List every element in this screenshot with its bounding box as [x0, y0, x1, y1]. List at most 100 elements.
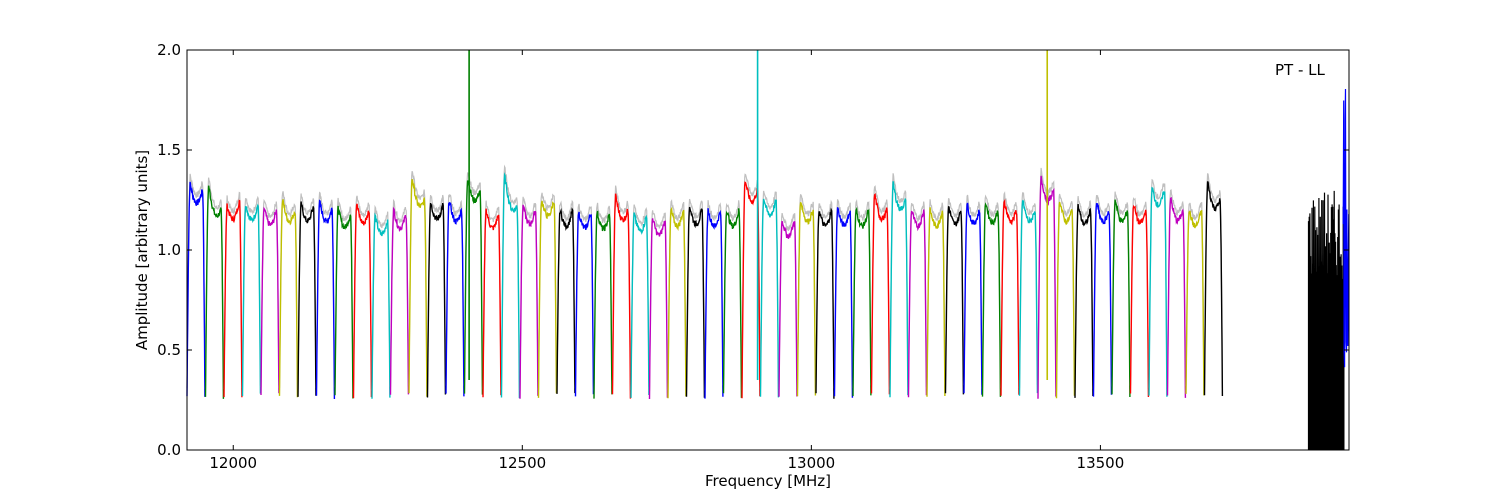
series-shadow-25 — [648, 210, 668, 392]
series-shadow-31 — [759, 190, 779, 390]
series-shadow-19 — [537, 192, 557, 390]
series-band-55 — [1203, 181, 1224, 397]
series-band-12 — [408, 178, 428, 397]
series-band-29 — [722, 208, 743, 398]
series-shadow-38 — [889, 173, 909, 390]
series-band-36 — [852, 206, 872, 397]
series-shadow-0 — [186, 173, 206, 389]
series-shadow-54 — [1185, 202, 1205, 388]
series-shadow-44 — [1000, 191, 1020, 388]
series-shadow-4 — [260, 198, 280, 388]
series-band-11 — [389, 206, 410, 395]
series-band-47 — [1055, 201, 1076, 399]
x-tick-label-0: 12000 — [209, 454, 257, 472]
series-band-24 — [630, 212, 650, 398]
y-axis-label: Amplitude [arbitrary units] — [133, 150, 151, 350]
series-shadow-40 — [926, 199, 946, 389]
series-shadow-32 — [778, 212, 798, 389]
series-shadow-37 — [870, 185, 890, 387]
series-band-51 — [1129, 204, 1150, 398]
series-band-8 — [334, 205, 354, 399]
series-shadow-2 — [223, 191, 243, 390]
series-band-43 — [981, 202, 1002, 397]
series-band-33 — [796, 202, 817, 397]
series-band-31 — [759, 198, 780, 398]
series-shadow-14 — [445, 194, 465, 389]
series-band-9 — [352, 203, 373, 399]
y-tick-label-3: 1.5 — [157, 141, 181, 159]
series-shadow-53 — [1166, 189, 1186, 390]
series-band-52 — [1148, 186, 1168, 397]
y-tick-label-1: 0.5 — [157, 341, 181, 359]
series-band-22 — [593, 210, 613, 399]
series-band-5 — [278, 199, 299, 398]
x-tick-label-2: 13000 — [787, 454, 835, 472]
series-shadow-12 — [408, 171, 428, 389]
series-band-21 — [574, 211, 595, 397]
series-shadow-48 — [1074, 196, 1094, 390]
series-band-4 — [260, 206, 280, 396]
series-band-16 — [482, 208, 502, 398]
series-band-15 — [463, 180, 484, 395]
series-shadow-1 — [204, 177, 224, 391]
series-band-44 — [1000, 198, 1020, 396]
series-shadow-39 — [907, 201, 927, 390]
series-band-50 — [1111, 199, 1131, 398]
series-band-40 — [926, 207, 946, 397]
series-shadow-21 — [574, 203, 594, 389]
series-band-34 — [815, 207, 835, 399]
series-shadow-22 — [593, 202, 613, 391]
series-shadow-27 — [685, 198, 705, 390]
y-tick-label-4: 2.0 — [157, 41, 181, 59]
series-shadow-20 — [556, 199, 576, 386]
series-shadow-42 — [963, 194, 983, 387]
series-shadow-11 — [389, 198, 409, 387]
series-shadow-49 — [1092, 195, 1112, 389]
series-band-28 — [704, 208, 724, 399]
series-shadow-52 — [1148, 178, 1168, 389]
series-shadow-55 — [1203, 173, 1223, 389]
y-tick-label-2: 1.0 — [157, 241, 181, 259]
series-shadow-34 — [815, 199, 835, 391]
x-tick-label-3: 13500 — [1077, 454, 1125, 472]
series-shadow-36 — [852, 199, 872, 389]
series-band-27 — [685, 206, 706, 398]
series-shadow-15 — [463, 172, 483, 387]
series-band-42 — [963, 202, 983, 395]
series-shadow-47 — [1055, 193, 1075, 391]
tick-layer: 12000 12500 13000 13500 0.0 0.5 1.0 1.5 2.0 — [157, 41, 1349, 472]
series-band-38 — [889, 181, 909, 398]
series-shadow-3 — [241, 195, 261, 389]
series-band-45 — [1018, 199, 1039, 396]
series-shadow-29 — [722, 200, 742, 390]
series-band-54 — [1185, 210, 1205, 396]
series-band-20 — [556, 207, 576, 394]
series-noise-edge — [1342, 88, 1350, 368]
series-shadow-17 — [500, 164, 520, 391]
series-shadow-26 — [667, 199, 687, 391]
series-band-39 — [907, 209, 928, 398]
series-band-53 — [1166, 196, 1187, 398]
series-band-19 — [537, 200, 558, 398]
series-band-10 — [371, 212, 391, 399]
plot-frame — [186, 49, 1350, 451]
series-shadow-10 — [371, 204, 391, 391]
series-shadow-7 — [315, 191, 335, 392]
series-band-1 — [204, 185, 225, 399]
series-shadow-41 — [944, 198, 964, 387]
series-band-6 — [297, 201, 317, 397]
series-band-3 — [241, 203, 262, 397]
series-shadow-50 — [1111, 191, 1131, 390]
series-band-14 — [445, 201, 465, 397]
series-band-0 — [186, 181, 206, 397]
series-shadow-35 — [833, 199, 853, 390]
series-band-17 — [500, 172, 521, 399]
series-band-25 — [648, 218, 669, 400]
series-shadow-23 — [611, 185, 631, 391]
series-shadow-8 — [334, 197, 354, 391]
series-layer — [186, 50, 1350, 451]
series-band-41 — [944, 206, 965, 395]
series-band-32 — [778, 220, 798, 397]
series-noise-region — [1307, 190, 1345, 451]
